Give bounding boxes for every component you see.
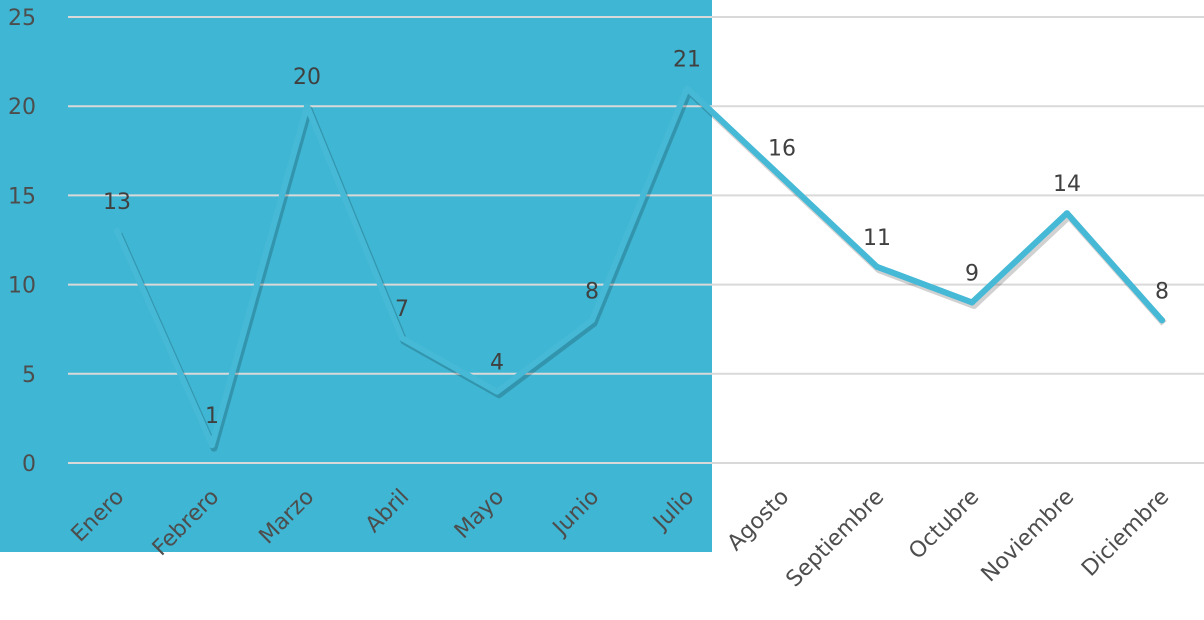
data-point — [209, 442, 215, 449]
data-label: 4 — [490, 351, 504, 376]
data-label: 20 — [293, 65, 321, 90]
data-point — [969, 299, 975, 306]
data-labels: 13 1 20 7 4 8 21 16 11 9 14 8 — [103, 47, 1169, 429]
data-label: 16 — [768, 137, 796, 162]
y-axis: 0 5 10 15 20 25 — [8, 6, 36, 477]
x-tick-label: Octubre — [904, 485, 984, 565]
data-label: 21 — [673, 47, 701, 72]
data-point — [779, 174, 785, 181]
data-point — [114, 228, 120, 235]
y-tick-label: 25 — [8, 6, 36, 31]
data-point — [1064, 210, 1070, 217]
x-tick-label: Agosto — [723, 485, 794, 556]
data-point — [1159, 317, 1165, 324]
data-point — [494, 388, 500, 395]
x-tick-label: Noviembre — [977, 485, 1080, 588]
data-label: 7 — [395, 297, 409, 322]
y-tick-label: 5 — [22, 363, 36, 388]
series-line — [114, 85, 1167, 452]
data-label: 13 — [103, 190, 131, 215]
data-label: 8 — [585, 279, 599, 304]
x-tick-label: Diciembre — [1077, 485, 1174, 582]
data-label: 1 — [205, 404, 219, 429]
highlight-panel — [0, 0, 712, 552]
data-point — [874, 263, 880, 270]
data-label: 8 — [1155, 279, 1169, 304]
y-tick-label: 10 — [8, 274, 36, 299]
data-label: 14 — [1053, 172, 1081, 197]
data-point — [684, 85, 690, 92]
y-tick-label: 15 — [8, 184, 36, 209]
data-point — [304, 103, 310, 110]
data-point — [589, 317, 595, 324]
series-line-path — [114, 85, 1165, 449]
data-label: 11 — [863, 226, 891, 251]
data-label: 9 — [965, 261, 979, 286]
data-point — [399, 335, 405, 342]
x-tick-label: Septiembre — [782, 485, 890, 593]
y-tick-label: 20 — [8, 95, 36, 120]
y-tick-label: 0 — [22, 452, 36, 477]
